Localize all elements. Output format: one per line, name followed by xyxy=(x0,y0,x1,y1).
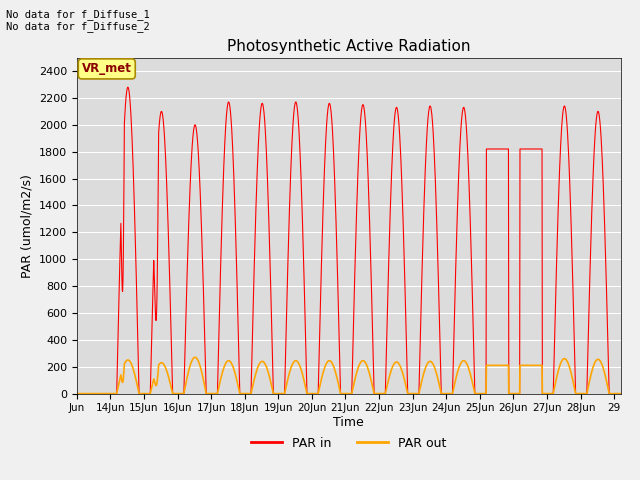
PAR in xyxy=(124,84,132,90)
Text: No data for f_Diffuse_1: No data for f_Diffuse_1 xyxy=(6,9,150,20)
Text: VR_met: VR_met xyxy=(82,62,132,75)
PAR out xyxy=(506,391,513,396)
PAR in xyxy=(575,391,583,396)
Line: PAR in: PAR in xyxy=(77,87,621,394)
PAR in xyxy=(506,391,513,396)
PAR out xyxy=(333,372,340,378)
Y-axis label: PAR (umol/m2/s): PAR (umol/m2/s) xyxy=(20,174,33,277)
PAR in xyxy=(125,86,132,92)
PAR out xyxy=(124,357,132,363)
PAR out xyxy=(162,365,170,371)
PAR in xyxy=(417,294,425,300)
PAR out xyxy=(575,391,583,396)
PAR in xyxy=(333,229,340,235)
Legend: PAR in, PAR out: PAR in, PAR out xyxy=(246,432,451,455)
PAR in xyxy=(73,391,81,396)
PAR out xyxy=(417,380,425,385)
PAR in xyxy=(162,164,170,170)
PAR in xyxy=(617,391,625,396)
PAR out xyxy=(191,354,199,360)
Title: Photosynthetic Active Radiation: Photosynthetic Active Radiation xyxy=(227,39,470,54)
Line: PAR out: PAR out xyxy=(77,357,621,394)
X-axis label: Time: Time xyxy=(333,416,364,429)
PAR out xyxy=(617,391,625,396)
Text: No data for f_Diffuse_2: No data for f_Diffuse_2 xyxy=(6,21,150,32)
PAR out xyxy=(73,391,81,396)
